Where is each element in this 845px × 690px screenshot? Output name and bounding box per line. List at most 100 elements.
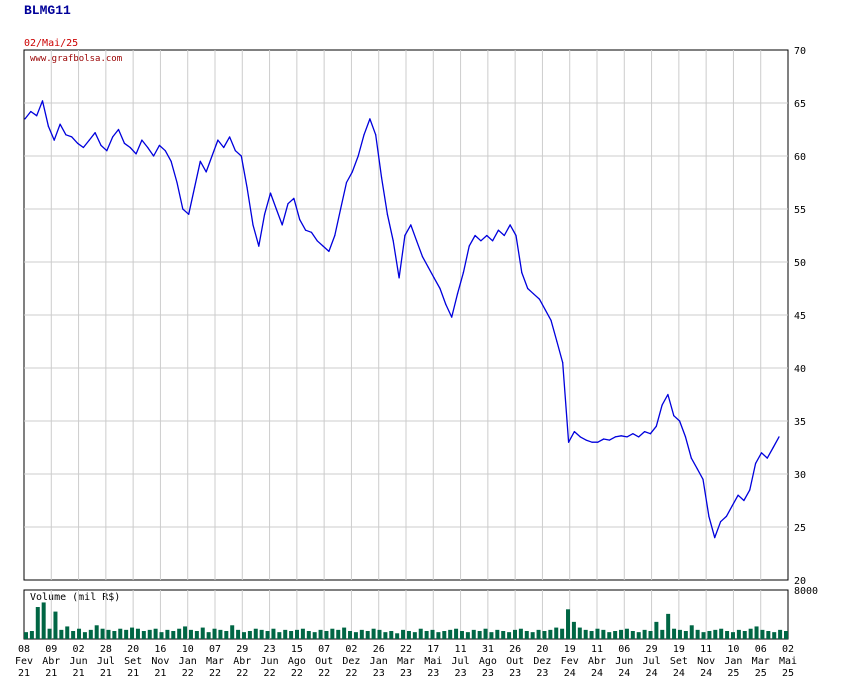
volume-bar [348, 631, 353, 639]
volume-bar [71, 631, 76, 639]
price-point [433, 277, 435, 279]
volume-bar [247, 631, 252, 639]
x-tick-label: 08 [18, 644, 30, 655]
price-point [550, 319, 552, 321]
x-tick-label: Out [315, 656, 333, 667]
price-point [690, 457, 692, 459]
volume-bar [353, 632, 358, 639]
volume-bar [465, 632, 470, 639]
price-point [264, 213, 266, 215]
x-tick-label: 07 [318, 644, 330, 655]
volume-bar [424, 631, 429, 639]
price-point [398, 277, 400, 279]
volume-bar [318, 629, 323, 639]
price-point [77, 142, 79, 144]
price-point [632, 433, 634, 435]
volume-bar [512, 629, 517, 639]
x-tick-label: Fev [561, 656, 579, 667]
x-tick-label: 06 [618, 644, 630, 655]
volume-bar [183, 626, 188, 639]
x-tick-label: 24 [646, 668, 658, 679]
price-point [112, 136, 114, 138]
volume-bar [742, 631, 747, 639]
price-point [322, 245, 324, 247]
price-point [643, 431, 646, 433]
volume-bar [495, 629, 500, 639]
volume-bar [459, 631, 464, 639]
volume-y-tick-label: 8000 [794, 586, 818, 597]
volume-bar [624, 628, 629, 639]
volume-bar [35, 607, 40, 639]
volume-bar [677, 629, 682, 639]
volume-bar [713, 629, 718, 639]
price-point [41, 100, 44, 102]
volume-bar [607, 632, 612, 639]
volume-bar [283, 629, 288, 639]
volume-bar [454, 628, 459, 639]
volume-bar [471, 629, 476, 639]
x-tick-label: 06 [755, 644, 767, 655]
volume-bar [306, 631, 311, 639]
volume-bar [165, 629, 170, 639]
volume-bar [442, 631, 447, 639]
price-point [199, 160, 201, 162]
price-point [544, 309, 546, 311]
price-point [47, 125, 49, 127]
x-tick-label: Mar [752, 656, 770, 667]
price-point [421, 256, 424, 258]
price-point [649, 433, 652, 435]
x-tick-label: Jul [643, 656, 661, 667]
price-point [135, 153, 137, 155]
price-point [638, 436, 640, 438]
price-point [743, 499, 745, 502]
x-tick-label: 23 [482, 668, 494, 679]
y-tick-label: 35 [794, 417, 806, 428]
volume-bar [418, 628, 423, 639]
price-point [211, 155, 213, 157]
price-point [82, 146, 85, 149]
volume-bar [524, 631, 529, 639]
volume-bar [159, 632, 164, 639]
x-tick-label: Dez [533, 656, 551, 667]
x-tick-label: Out [506, 656, 524, 667]
x-tick-label: 23 [264, 644, 276, 655]
volume-bar [124, 629, 129, 639]
x-tick-label: 23 [427, 668, 439, 679]
volume-bar [224, 631, 229, 639]
price-point [474, 234, 476, 237]
price-series [24, 100, 780, 539]
volume-bar [507, 632, 512, 639]
price-point [702, 478, 704, 480]
price-point [456, 293, 459, 295]
price-point [275, 208, 277, 210]
volume-bar [560, 628, 565, 639]
volume-bar [683, 631, 688, 639]
price-point [515, 234, 517, 237]
price-point [503, 234, 505, 237]
price-point [147, 146, 149, 149]
price-point [36, 115, 38, 117]
y-tick-label: 60 [794, 152, 806, 163]
volume-bar [365, 631, 370, 639]
x-tick-label: 22 [236, 668, 248, 679]
y-tick-label: 30 [794, 470, 806, 481]
x-tick-label: 02 [345, 644, 357, 655]
x-tick-label: 16 [154, 644, 166, 655]
x-tick-label: Mar [206, 656, 224, 667]
price-point [228, 136, 231, 138]
price-point [714, 537, 716, 539]
volume-bar [536, 629, 541, 639]
volume-bar [636, 632, 641, 639]
price-point [579, 436, 581, 438]
volume-bar [200, 627, 205, 639]
price-point [468, 245, 470, 247]
x-tick-label: 25 [755, 668, 767, 679]
x-tick-label: Mai [424, 656, 442, 667]
price-point [310, 231, 313, 233]
x-tick-label: 22 [264, 668, 276, 679]
x-tick-label: 28 [100, 644, 112, 655]
volume-bar [583, 629, 588, 639]
x-tick-label: 29 [646, 644, 658, 655]
x-tick-label: Abr [233, 656, 251, 667]
